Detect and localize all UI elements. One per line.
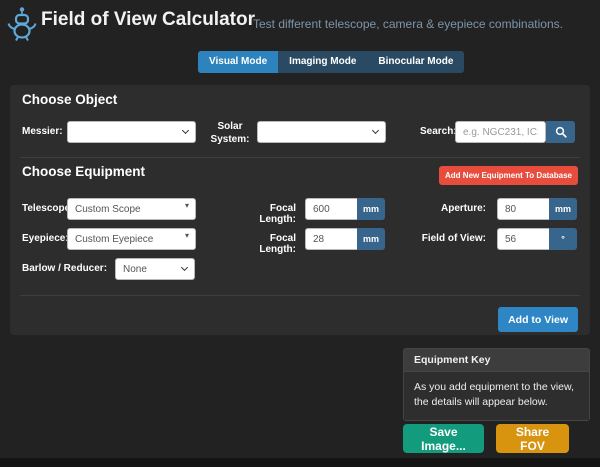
- eyepiece-focal-length-group: mm: [305, 228, 385, 250]
- telescope-label: Telescope:: [22, 203, 74, 214]
- mm-unit-addon: mm: [357, 228, 385, 250]
- eyepiece-label: Eyepiece:: [22, 233, 69, 244]
- aperture-group: mm: [497, 198, 577, 220]
- telescope-focal-length-group: mm: [305, 198, 385, 220]
- messier-select-wrap: [67, 121, 196, 143]
- telescope-select[interactable]: Custom Scope: [67, 198, 196, 220]
- section-divider: [20, 295, 580, 296]
- save-image-button[interactable]: Save Image...: [403, 424, 484, 453]
- mode-tabbar: Visual Mode Imaging Mode Binocular Mode: [198, 51, 465, 73]
- eyepiece-focal-length-label: Focal Length:: [259, 233, 296, 255]
- barlow-reducer-label: Barlow / Reducer:: [22, 263, 108, 274]
- telescope-focal-length-label: Focal Length:: [259, 203, 296, 225]
- magnifier-icon: [555, 126, 567, 138]
- share-fov-button[interactable]: Share FOV: [496, 424, 569, 453]
- choose-object-heading: Choose Object: [22, 92, 118, 107]
- add-to-view-button[interactable]: Add to View: [498, 307, 578, 332]
- messier-label: Messier:: [22, 126, 63, 137]
- equipment-key-heading: Equipment Key: [404, 349, 589, 372]
- choose-equipment-heading: Choose Equipment: [22, 164, 146, 179]
- tab-imaging-mode[interactable]: Imaging Mode: [289, 56, 357, 67]
- calculator-panel: Choose Object Messier: Solar System: Sea…: [10, 85, 590, 335]
- equipment-key-panel: Equipment Key As you add equipment to th…: [403, 348, 590, 422]
- tab-binocular-mode[interactable]: Binocular Mode: [378, 56, 454, 67]
- eyepiece-select[interactable]: Custom Eyepiece: [67, 228, 196, 250]
- eyepiece-select-wrap: Custom Eyepiece ▾: [67, 228, 196, 250]
- aperture-label: Aperture:: [440, 203, 486, 214]
- eyepiece-focal-length-input[interactable]: [305, 228, 357, 250]
- messier-select[interactable]: [67, 121, 196, 143]
- aperture-input[interactable]: [497, 198, 549, 220]
- mm-unit-addon: mm: [357, 198, 385, 220]
- section-divider: [20, 157, 580, 158]
- footer-bar: [0, 458, 600, 467]
- page-subtitle: Test different telescope, camera & eyepi…: [253, 17, 563, 31]
- telescope-focal-length-input[interactable]: [305, 198, 357, 220]
- field-of-view-group: °: [497, 228, 577, 250]
- telescope-select-wrap: Custom Scope ▾: [67, 198, 196, 220]
- search-label: Search:: [420, 126, 457, 137]
- equipment-key-body: As you add equipment to the view, the de…: [404, 372, 589, 421]
- degree-unit-addon: °: [549, 228, 577, 250]
- search-button[interactable]: [546, 121, 575, 143]
- mm-unit-addon: mm: [549, 198, 577, 220]
- solar-system-select[interactable]: [257, 121, 386, 143]
- barlow-reducer-select-wrap: None: [115, 258, 195, 280]
- field-of-view-label: Field of View:: [421, 233, 486, 244]
- add-new-equipment-button[interactable]: Add New Equipment To Database: [439, 166, 578, 185]
- barlow-reducer-select[interactable]: None: [115, 258, 195, 280]
- solar-system-label: Solar System:: [210, 121, 250, 145]
- robot-mascot-icon: [7, 7, 37, 41]
- search-input[interactable]: [455, 121, 546, 143]
- page-title: Field of View Calculator: [41, 9, 255, 30]
- field-of-view-input[interactable]: [497, 228, 549, 250]
- tab-visual-mode[interactable]: Visual Mode: [198, 51, 279, 73]
- solar-system-select-wrap: [257, 121, 386, 143]
